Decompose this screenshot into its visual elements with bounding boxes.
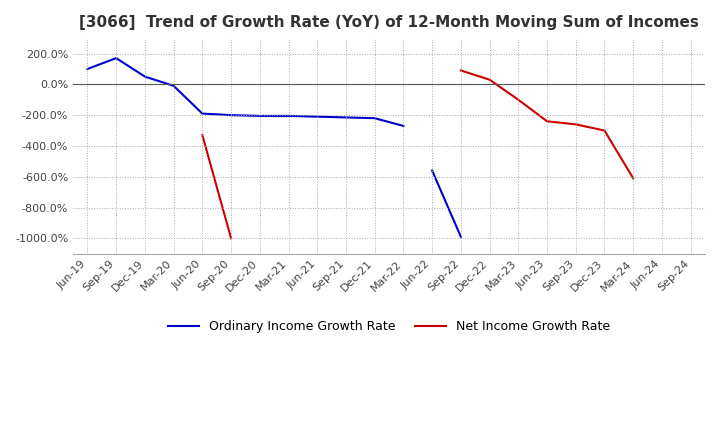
Title: [3066]  Trend of Growth Rate (YoY) of 12-Month Moving Sum of Incomes: [3066] Trend of Growth Rate (YoY) of 12-… (79, 15, 699, 30)
Ordinary Income Growth Rate (399, 123, 408, 128)
Ordinary Income Growth Rate (198, 111, 207, 116)
Ordinary Income Growth Rate (284, 113, 293, 118)
Ordinary Income Growth Rate (370, 116, 379, 121)
Ordinary Income Growth Rate (256, 113, 264, 118)
Ordinary Income Growth Rate (313, 114, 322, 119)
Legend: Ordinary Income Growth Rate, Net Income Growth Rate: Ordinary Income Growth Rate, Net Income … (163, 315, 615, 338)
Line: Ordinary Income Growth Rate: Ordinary Income Growth Rate (87, 58, 403, 126)
Ordinary Income Growth Rate (140, 74, 149, 79)
Line: Net Income Growth Rate: Net Income Growth Rate (202, 135, 231, 238)
Ordinary Income Growth Rate (342, 115, 351, 120)
Ordinary Income Growth Rate (169, 83, 178, 88)
Net Income Growth Rate (227, 236, 235, 241)
Net Income Growth Rate (198, 132, 207, 138)
Ordinary Income Growth Rate (112, 55, 120, 61)
Ordinary Income Growth Rate (227, 113, 235, 118)
Ordinary Income Growth Rate (83, 66, 91, 72)
